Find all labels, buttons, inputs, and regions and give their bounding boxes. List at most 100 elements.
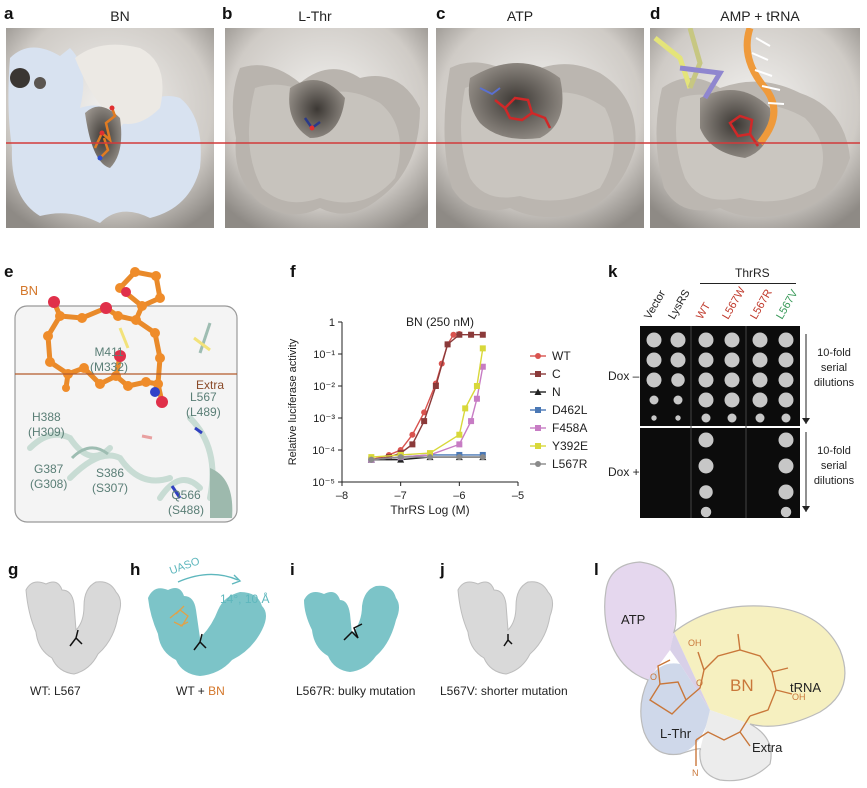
residue-m411: M411 (M332) xyxy=(90,345,129,374)
series-line-c xyxy=(371,334,483,461)
x-tick-label: –8 xyxy=(336,490,348,502)
data-point xyxy=(368,456,375,463)
region-trna: tRNA xyxy=(790,680,822,695)
atom-o2: O xyxy=(696,678,704,688)
legend-entry-d462l: D462L xyxy=(552,403,588,417)
region-atp: ATP xyxy=(621,612,646,627)
legend-marker xyxy=(535,461,541,467)
surface-d xyxy=(650,28,860,228)
colony-spot xyxy=(778,372,794,388)
residue-s386: S386 (S307) xyxy=(92,466,129,495)
colony-spot xyxy=(727,413,737,423)
colony-spot xyxy=(698,352,714,368)
panel-e-extra-label: Extra xyxy=(196,378,225,392)
data-point xyxy=(473,383,480,389)
cartoon-i xyxy=(304,585,399,672)
colony-spot xyxy=(781,413,791,423)
colony-spot xyxy=(778,392,794,408)
plate-1 xyxy=(640,326,800,426)
x-tick-label: –5 xyxy=(512,490,524,502)
data-point xyxy=(409,441,416,448)
panel-label-c: c xyxy=(436,4,446,23)
colony-spot xyxy=(778,352,794,368)
series-line-wt xyxy=(371,333,460,461)
panel-label-d: d xyxy=(650,4,661,23)
dilution-note: serial xyxy=(821,362,847,374)
caption-i: L567R: bulky mutation xyxy=(296,684,416,698)
colony-spot xyxy=(724,352,740,368)
panel-label-f: f xyxy=(290,262,296,281)
colony-spot xyxy=(700,506,712,518)
colony-spot xyxy=(752,392,768,408)
atom-oh1: OH xyxy=(688,638,702,648)
colony-spot xyxy=(698,372,714,388)
data-point xyxy=(385,454,392,461)
data-point xyxy=(479,345,486,352)
binding-map xyxy=(604,561,846,782)
data-point xyxy=(456,454,463,461)
residue-h388: H388 (H309) xyxy=(28,410,65,439)
x-axis-label: ThrRS Log (M) xyxy=(390,503,469,517)
data-point xyxy=(450,331,457,338)
legend-entry-wt: WT xyxy=(552,349,571,363)
colony-spot xyxy=(698,432,714,448)
atom-oh2: OH xyxy=(792,692,806,702)
panel-label-k: k xyxy=(608,262,618,281)
legend-marker xyxy=(534,388,542,395)
colony-spot xyxy=(778,484,794,500)
legend-marker xyxy=(535,353,541,359)
colony-spot xyxy=(698,392,714,408)
data-point xyxy=(427,454,433,461)
column-header-l567w: L567W xyxy=(720,285,748,322)
data-point xyxy=(432,383,439,389)
colony-spot xyxy=(699,485,713,499)
data-point xyxy=(468,331,475,338)
data-point xyxy=(462,405,469,412)
colony-spot xyxy=(698,332,714,348)
dilution-arrow-head xyxy=(802,506,810,512)
data-point xyxy=(444,341,451,348)
caption-j: L567V: shorter mutation xyxy=(440,684,568,698)
column-header-lysrs: LysRS xyxy=(666,288,692,322)
chart-title: BN (250 nM) xyxy=(406,315,474,329)
y-tick-label: 10⁻¹ xyxy=(313,349,335,361)
motion-label: 14°, 10 Å xyxy=(220,592,270,606)
caption-g: WT: L567 xyxy=(30,684,81,698)
colony-spot xyxy=(646,352,662,368)
colony-spot xyxy=(673,395,683,405)
region-extra: Extra xyxy=(752,740,783,755)
colony-spot xyxy=(778,458,794,474)
dilution-note: dilutions xyxy=(814,377,855,389)
data-point xyxy=(456,441,463,448)
colony-spot xyxy=(724,372,740,388)
colony-spot xyxy=(698,458,714,474)
data-point xyxy=(456,331,463,338)
surface-c xyxy=(436,28,644,228)
data-point xyxy=(409,431,416,438)
panel-title-b: L-Thr xyxy=(298,8,332,24)
data-point xyxy=(456,431,463,438)
atom-n: N xyxy=(692,768,699,778)
column-header-wt: WT xyxy=(694,300,713,321)
series-line-y392e xyxy=(371,348,484,458)
legend-marker xyxy=(535,425,541,431)
residue-g387: G387 (G308) xyxy=(30,462,68,491)
legend-entry-y392e: Y392E xyxy=(552,439,588,453)
surface-a xyxy=(6,28,214,228)
colony-spot xyxy=(649,395,659,405)
colony-spot xyxy=(780,506,792,518)
data-point xyxy=(397,454,404,461)
legend-marker xyxy=(535,443,541,449)
panel-label-j: j xyxy=(440,560,445,579)
colony-spot xyxy=(752,332,768,348)
colony-spot xyxy=(671,373,685,387)
cartoon-j xyxy=(457,581,554,675)
data-point xyxy=(468,418,475,425)
data-point xyxy=(479,331,486,338)
colony-spot xyxy=(724,392,740,408)
colony-spot xyxy=(755,413,765,423)
panel-title-a: BN xyxy=(110,8,130,24)
colony-spot xyxy=(670,332,686,348)
atom-o1: O xyxy=(650,672,658,682)
